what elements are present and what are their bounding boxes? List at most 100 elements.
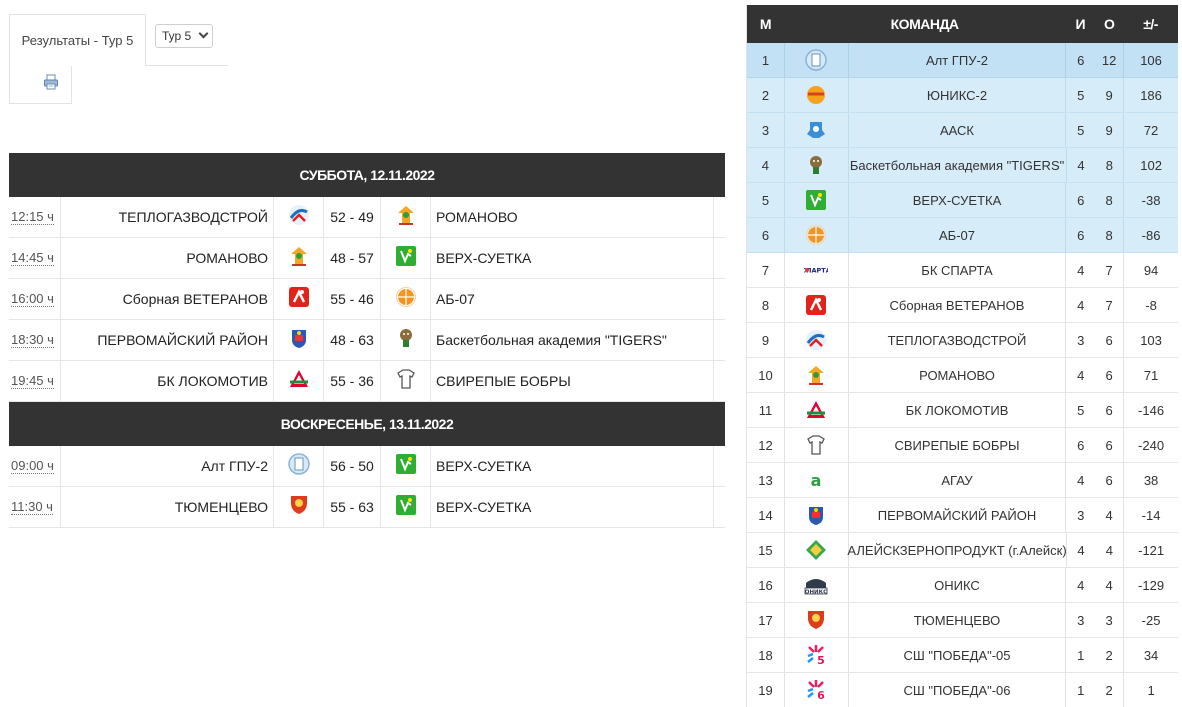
away-logo-cell: [380, 487, 430, 527]
teplogaz-logo: [806, 330, 827, 350]
home-logo-cell: [273, 446, 323, 486]
team-points: 2: [1105, 682, 1113, 698]
away-team[interactable]: ВЕРХ-СУЕТКА: [430, 446, 713, 486]
match-score[interactable]: 55 - 46: [323, 279, 380, 319]
row-end-cell: [713, 279, 725, 319]
chevron-down-icon: [198, 28, 209, 39]
standings-row[interactable]: 17 ТЮМЕНЦЕВО 3 3 -25: [747, 603, 1178, 638]
team-name[interactable]: ЮНИКС-2: [847, 78, 1066, 112]
team-logo-cell: [783, 358, 848, 392]
away-team[interactable]: ВЕРХ-СУЕТКА: [430, 487, 713, 527]
home-team[interactable]: РОМАНОВО: [60, 238, 273, 278]
team-name[interactable]: ТЕПЛОГАЗВОДСТРОЙ: [847, 323, 1066, 357]
standings-row[interactable]: 13 а АГАУ 4 6 38: [747, 463, 1178, 498]
header-team: КОМАНДА: [890, 16, 959, 32]
match-time[interactable]: 19:45 ч: [11, 372, 54, 389]
team-position: 4: [761, 157, 770, 173]
away-team[interactable]: АБ-07: [430, 279, 713, 319]
team-name[interactable]: АЛЕЙСКЗЕРНОПРОДУКТ (г.Алейск): [847, 533, 1067, 567]
team-position: 10: [758, 367, 773, 383]
match-time[interactable]: 12:15 ч: [11, 208, 54, 225]
match-time[interactable]: 09:00 ч: [11, 457, 54, 474]
standings-row[interactable]: 1 Алт ГПУ-2 6 12 106: [747, 43, 1178, 78]
standings-row[interactable]: 10 РОМАНОВО 4 6 71: [747, 358, 1178, 393]
away-team[interactable]: РОМАНОВО: [430, 197, 713, 237]
home-team[interactable]: ПЕРВОМАЙСКИЙ РАЙОН: [60, 320, 273, 360]
tab-results[interactable]: Результаты - Тур 5: [9, 14, 146, 66]
standings-table: М КОМАНДА И О ±/- 1 Алт ГПУ-2 6 12 106 2 ЮНИКС…: [746, 5, 1178, 707]
standings-row[interactable]: 2 ЮНИКС-2 5 9 186: [747, 78, 1178, 113]
match-row[interactable]: 14:45 ч РОМАНОВО 48 - 57 ВЕРХ-СУЕТКА: [9, 238, 725, 279]
match-row[interactable]: 18:30 ч ПЕРВОМАЙСКИЙ РАЙОН 48 - 63 Баскетбо…: [9, 320, 725, 361]
standings-row[interactable]: 15 АЛЕЙСКЗЕРНОПРОДУКТ (г.Алейск) 4 4 -121: [747, 533, 1178, 568]
away-team[interactable]: ВЕРХ-СУЕТКА: [430, 238, 713, 278]
standings-row[interactable]: 11 БК ЛОКОМОТИВ 5 6 -146: [747, 393, 1178, 428]
standings-row[interactable]: 8 Сборная ВЕТЕРАНОВ 4 7 -8: [747, 288, 1178, 323]
standings-row[interactable]: 4 Баскетбольная академия "TIGERS" 4 8 102: [747, 148, 1178, 183]
standings-row[interactable]: 12 СВИРЕПЫЕ БОБРЫ 6 6 -240: [747, 428, 1178, 463]
team-name[interactable]: БК ЛОКОМОТИВ: [847, 393, 1066, 427]
team-name[interactable]: ПЕРВОМАЙСКИЙ РАЙОН: [847, 498, 1066, 532]
team-name[interactable]: СШ "ПОБЕДА"-05: [847, 638, 1066, 672]
standings-row[interactable]: 6 АБ-07 6 8 -86: [747, 218, 1178, 253]
match-score[interactable]: 48 - 63: [323, 320, 380, 360]
bobry-logo: [396, 369, 415, 389]
match-score[interactable]: 52 - 49: [323, 197, 380, 237]
team-games: 6: [1065, 428, 1095, 462]
team-name[interactable]: РОМАНОВО: [847, 358, 1066, 392]
standings-row[interactable]: 3 ААСК 5 9 72: [747, 113, 1178, 148]
team-position: 1: [761, 52, 770, 68]
print-icon[interactable]: [43, 74, 59, 90]
team-name[interactable]: АБ-07: [847, 218, 1066, 252]
match-time[interactable]: 11:30 ч: [11, 498, 53, 515]
verh-suetka-logo: [806, 190, 827, 210]
standings-row[interactable]: 5 ВЕРХ-СУЕТКА 6 8 -38: [747, 183, 1178, 218]
team-name[interactable]: СВИРЕПЫЕ БОБРЫ: [847, 428, 1066, 462]
row-end-cell: [713, 487, 725, 527]
team-points: 7: [1105, 297, 1113, 313]
match-score[interactable]: 55 - 63: [323, 487, 380, 527]
home-team[interactable]: БК ЛОКОМОТИВ: [60, 361, 273, 401]
standings-row[interactable]: 9 ТЕПЛОГАЗВОДСТРОЙ 3 6 103: [747, 323, 1178, 358]
standings-row[interactable]: 16 ОНИКС ОНИКС 4 4 -129: [747, 568, 1178, 603]
match-row[interactable]: 11:30 ч ТЮМЕНЦЕВО 55 - 63 ВЕРХ-СУЕТКА: [9, 487, 725, 528]
team-name[interactable]: БК СПАРТА: [847, 253, 1066, 287]
team-diff: -86: [1123, 218, 1178, 252]
home-team[interactable]: ТЮМЕНЦЕВО: [60, 487, 273, 527]
standings-row[interactable]: 18 5 СШ "ПОБЕДА"-05 1 2 34: [747, 638, 1178, 673]
match-row[interactable]: 19:45 ч БК ЛОКОМОТИВ 55 - 36 СВИРЕПЫЕ БОБРЫ: [9, 361, 725, 402]
team-name[interactable]: ТЮМЕНЦЕВО: [847, 603, 1066, 637]
team-name[interactable]: ВЕРХ-СУЕТКА: [847, 183, 1066, 217]
team-points: 6: [1105, 332, 1113, 348]
team-name[interactable]: АГАУ: [847, 463, 1066, 497]
round-select[interactable]: Тур 5: [155, 24, 213, 48]
away-team[interactable]: СВИРЕПЫЕ БОБРЫ: [430, 361, 713, 401]
team-name[interactable]: Алт ГПУ-2: [847, 43, 1066, 77]
match-row[interactable]: 16:00 ч Сборная ВЕТЕРАНОВ 55 - 46 АБ-07: [9, 279, 725, 320]
team-name[interactable]: СШ "ПОБЕДА"-06: [847, 673, 1066, 707]
match-row[interactable]: 09:00 ч Алт ГПУ-2 56 - 50 ВЕРХ-СУЕТКА: [9, 446, 725, 487]
match-time[interactable]: 16:00 ч: [11, 290, 54, 307]
bobry-logo: [807, 435, 826, 455]
match-score[interactable]: 55 - 36: [323, 361, 380, 401]
standings-row[interactable]: 14 ПЕРВОМАЙСКИЙ РАЙОН 3 4 -14: [747, 498, 1178, 533]
team-name[interactable]: Сборная ВЕТЕРАНОВ: [847, 288, 1066, 322]
match-time[interactable]: 14:45 ч: [11, 249, 54, 266]
match-score[interactable]: 48 - 57: [323, 238, 380, 278]
match-score[interactable]: 56 - 50: [323, 446, 380, 486]
match-row[interactable]: 12:15 ч ТЕПЛОГАЗВОДСТРОЙ 52 - 49 РОМАНОВО: [9, 197, 725, 238]
standings-row[interactable]: 19 6 СШ "ПОБЕДА"-06 1 2 1: [747, 673, 1178, 707]
team-name[interactable]: ААСК: [847, 113, 1066, 147]
team-games: 4: [1065, 253, 1095, 287]
away-team[interactable]: Баскетбольная академия "TIGERS": [430, 320, 713, 360]
team-name[interactable]: ОНИКС: [847, 568, 1066, 602]
team-diff: 102: [1123, 148, 1178, 182]
team-games: 3: [1065, 603, 1095, 637]
home-team[interactable]: Алт ГПУ-2: [60, 446, 273, 486]
match-time[interactable]: 18:30 ч: [11, 331, 54, 348]
home-team[interactable]: ТЕПЛОГАЗВОДСТРОЙ: [60, 197, 273, 237]
home-team[interactable]: Сборная ВЕТЕРАНОВ: [60, 279, 273, 319]
team-name[interactable]: Баскетбольная академия "TIGERS": [847, 148, 1066, 182]
team-games: 4: [1065, 358, 1095, 392]
